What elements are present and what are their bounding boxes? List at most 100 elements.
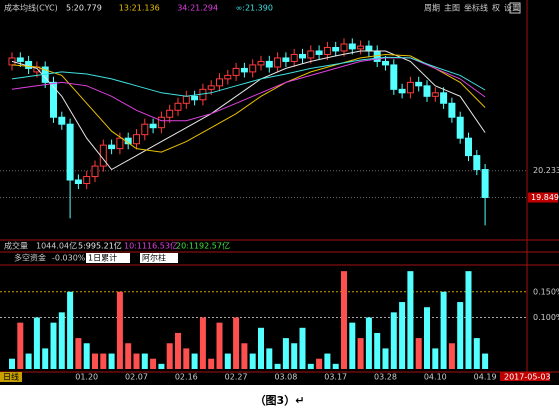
candle-body [58,116,66,125]
bar [316,358,323,369]
caption: （图3）↵ [254,394,305,407]
bar [349,322,356,369]
candle-body [290,53,298,62]
candle-body [207,85,215,90]
bar [341,271,347,369]
bar [299,327,306,369]
bar [50,322,57,369]
dropdown-label[interactable]: 阿尔柱 [142,253,166,263]
x-tick-label: 03.28 [374,373,397,382]
candle-body [116,137,124,150]
candle-body [157,116,165,129]
x-tick-label: 02.16 [175,373,198,382]
bar [224,353,231,369]
candle-body [365,45,373,52]
current-date: 2017-05-03 [504,373,551,382]
candle-body [390,64,398,90]
toolbar-button[interactable]: 周期 [424,4,440,13]
candle-body [406,81,414,94]
bar [374,332,381,369]
candle-body [166,109,174,118]
candle-body [348,43,356,50]
bar [448,343,455,369]
legend-entry: ∞:21.390 [236,4,273,13]
candle-body [83,176,91,184]
candle-body [91,165,99,178]
bar [274,363,281,369]
bar [258,327,264,369]
chart-title: 成本均线(CYC) [4,3,58,13]
candle-body [66,123,74,181]
candle-body [323,46,331,55]
ma-line [11,50,486,171]
period-tab[interactable] [0,372,22,382]
candle-body [423,85,431,97]
dropdown-label[interactable]: 1日累计 [88,253,117,263]
candle-body [224,74,232,80]
bar [25,353,32,369]
candle-body [465,137,472,157]
candle-body [315,50,323,55]
toolbar-button[interactable]: 坐标线 [464,3,488,13]
candle-body [440,92,448,104]
bar [33,317,40,369]
bar [440,291,447,369]
last-price-box [528,192,558,203]
bar [382,348,389,369]
volume-ma: 10:1116.53亿 [124,241,178,251]
volume-ma: 5:995.21亿 [78,241,122,251]
indicator-title: 多空资金 [14,253,46,263]
chart: 成本均线(CYC) 周期 主图 坐标线权设置 成交量 1044.04亿 5:995.… [0,0,559,385]
bar [473,338,480,369]
toolbar-button[interactable]: 设置 [504,3,520,13]
bar [108,353,115,369]
bar [216,322,223,369]
bar [482,353,489,369]
candle-body [25,60,33,69]
bar [42,348,49,369]
y-tick-label: 0.100% [533,313,559,322]
bar [199,317,206,369]
bar [390,312,397,369]
dropdown[interactable] [140,253,178,263]
last-price-label: 19.849 [531,193,559,202]
bar [457,302,464,369]
volume-total: 1044.04亿 [36,241,77,251]
bar [92,353,98,369]
candle-body [191,95,199,101]
candle-body [456,116,464,139]
window-button[interactable] [509,2,521,14]
candle-body [240,67,248,73]
bar [175,332,181,369]
candle-body [431,92,439,97]
candle-body [232,67,240,76]
indicator-value: -0.030% [52,254,86,263]
bar [17,322,24,369]
period-label[interactable]: 日线 [3,372,19,382]
candle-body [481,169,489,198]
bar [415,338,422,369]
bar [116,291,123,369]
toolbar-button[interactable]: 主图 [444,3,460,13]
x-tick-label: 02.07 [125,373,148,382]
bar [432,348,439,369]
bar [150,358,157,369]
dropdown[interactable] [86,253,130,263]
candle-body [174,102,182,111]
bar [166,343,173,369]
bar [83,343,90,369]
candle-body [249,64,257,73]
bar [133,353,140,369]
bar [183,348,190,369]
bar [424,307,430,369]
bar [58,312,65,369]
bar [291,343,298,369]
toolbar-button[interactable]: 权 [492,3,500,13]
bar [141,353,148,369]
candle-body [307,50,315,59]
candle-body [50,81,57,118]
candle-body [16,57,24,62]
candle-body [257,60,265,66]
candle-body [133,134,140,145]
bar [282,338,289,369]
